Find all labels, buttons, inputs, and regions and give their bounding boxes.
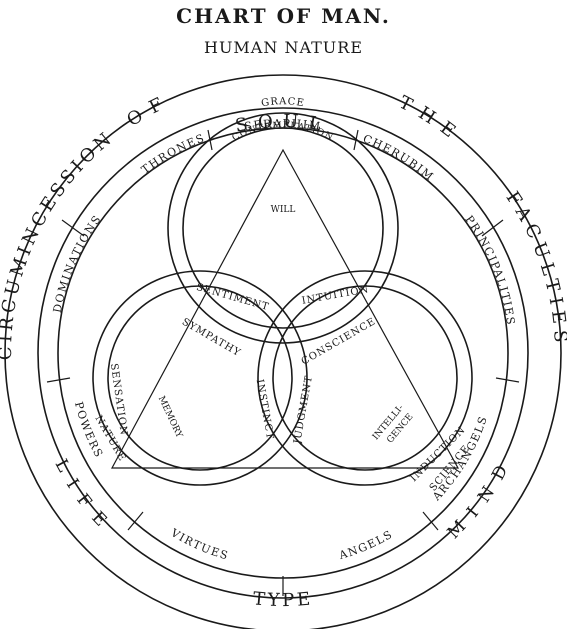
label-will: WILL <box>271 205 296 215</box>
hierarchy-inner-circle <box>57 127 509 579</box>
label-grace: GRACE <box>260 96 305 109</box>
will-circle-inner <box>182 127 384 329</box>
divider <box>127 511 144 531</box>
divider <box>495 377 520 383</box>
label-instinct: INSTINCT <box>254 378 275 440</box>
outer-circle <box>4 74 562 629</box>
label-of: OF <box>123 90 175 131</box>
label-sympathy: SYMPATHY <box>180 317 243 360</box>
three-circles <box>92 112 473 486</box>
memory-circle-outer <box>92 270 308 486</box>
label-memory: MEMORY <box>156 395 184 441</box>
divider <box>481 219 504 237</box>
chart-subtitle: HUMAN NATURE <box>203 38 364 57</box>
label-type: TYPE <box>252 588 314 611</box>
intelligence-circle-inner <box>272 285 458 471</box>
central-triangle <box>110 148 460 469</box>
memory-circle-inner <box>107 285 293 471</box>
label-cherubim: CHERUBIM <box>361 132 436 184</box>
label-intuition: INTUITION <box>301 284 370 307</box>
label-thrones: THRONES <box>139 131 207 176</box>
label-angels: ANGELS <box>337 527 396 562</box>
label-life: LIFE <box>51 456 119 539</box>
label-sentiment: SENTIMENT <box>195 282 271 313</box>
outer-inner-circle <box>37 107 529 599</box>
divider <box>422 511 439 531</box>
label-the: THE <box>395 92 467 148</box>
divider <box>61 219 85 237</box>
label-dominations: DOMINATIONS <box>51 212 105 314</box>
chart-title: CHART OF MAN. <box>176 4 391 28</box>
label-virtues: VIRTUES <box>168 526 231 563</box>
divider <box>46 377 71 383</box>
will-circle-outer <box>167 112 399 344</box>
label-judgment: JUDGMENT <box>292 374 315 445</box>
intelligence-circle-outer <box>257 270 473 486</box>
